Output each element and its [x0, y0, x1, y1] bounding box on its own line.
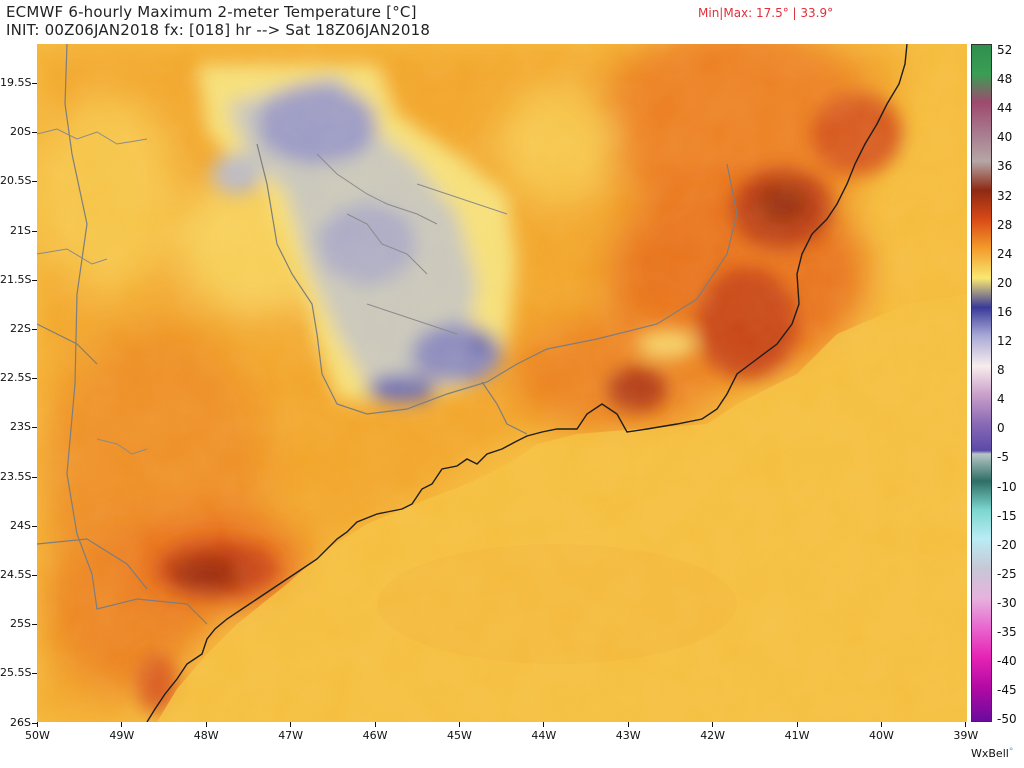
lon-label: 42W — [700, 729, 726, 742]
colorbar-label: 24 — [997, 246, 1013, 261]
credit-logo: WxBell° — [971, 747, 1013, 760]
map-canvas — [37, 44, 967, 722]
lat-tick — [32, 329, 37, 330]
credit-dot: ° — [1008, 747, 1014, 757]
lat-tick — [32, 427, 37, 429]
lat-label: 24.5S — [0, 568, 32, 581]
colorbar-label: 28 — [997, 217, 1013, 232]
lat-label: 19.5S — [0, 76, 32, 89]
lon-tick — [712, 722, 714, 727]
min-max-readout: Min|Max: 17.5° | 33.9° — [698, 6, 834, 20]
lat-label: 23.5S — [0, 469, 32, 483]
lat-tick — [32, 624, 37, 626]
credit-text: WxBell — [971, 747, 1009, 760]
lon-label: 49W — [109, 729, 135, 742]
lon-tick — [796, 722, 798, 727]
lon-label: 50W — [25, 729, 50, 742]
lon-tick — [965, 722, 967, 727]
colorbar-label: 20 — [997, 275, 1013, 290]
lat-tick — [32, 132, 37, 134]
lon-tick — [121, 722, 123, 727]
lat-label: 23S — [10, 420, 31, 434]
lon-label: 41W — [784, 729, 810, 742]
colorbar-label: 12 — [997, 334, 1013, 348]
lat-label: 20S — [10, 125, 31, 139]
lat-tick — [32, 673, 37, 675]
lon-label: 39W — [953, 729, 979, 742]
lon-label: 48W — [193, 729, 219, 742]
lat-label: 20.5S — [0, 174, 32, 188]
colorbar-label: 48 — [997, 72, 1013, 87]
colorbar-label: -15 — [997, 508, 1017, 523]
lat-label: 22S — [10, 322, 31, 335]
temperature-map — [37, 44, 967, 722]
lat-tick — [32, 83, 37, 84]
colorbar-label: -10 — [997, 479, 1017, 494]
lat-label: 25.5S — [0, 666, 32, 680]
colorbar-label: -5 — [997, 450, 1009, 465]
lat-tick — [32, 279, 37, 281]
colorbar-label: 36 — [997, 159, 1013, 174]
lon-tick — [205, 722, 207, 727]
colorbar-label: -45 — [997, 683, 1017, 698]
lon-label: 44W — [531, 729, 557, 742]
lat-label: 21S — [10, 223, 31, 237]
lat-tick — [32, 525, 37, 527]
colorbar-label: 4 — [997, 392, 1005, 407]
colorbar-label: 40 — [997, 130, 1013, 145]
lat-label: 21.5S — [0, 272, 32, 286]
lon-tick — [290, 722, 292, 727]
lat-label: 24S — [10, 518, 31, 532]
colorbar-label: -35 — [997, 625, 1017, 639]
colorbar-label: -50 — [997, 712, 1017, 727]
lon-tick — [881, 722, 882, 727]
lon-label: 47W — [278, 729, 304, 742]
colorbar-label: -20 — [997, 537, 1017, 552]
colorbar-label: 0 — [997, 421, 1005, 436]
colorbar-label: 52 — [997, 43, 1013, 57]
colorbar-label: 16 — [997, 304, 1013, 319]
lon-tick — [627, 722, 629, 727]
lon-label: 45W — [447, 729, 472, 742]
lat-tick — [32, 575, 37, 576]
lon-tick — [543, 722, 545, 727]
state-borders — [37, 44, 738, 625]
map-title: ECMWF 6-hourly Maximum 2-meter Temperatu… — [6, 3, 417, 21]
init-line: INIT: 00Z06JAN2018 fx: [018] hr --> Sat … — [6, 21, 431, 39]
lon-label: 43W — [615, 729, 641, 742]
coastline — [146, 44, 908, 722]
colorbar-label: -30 — [997, 595, 1017, 610]
lon-tick — [374, 722, 376, 727]
lon-label: 46W — [362, 729, 388, 742]
lon-label: 40W — [869, 729, 894, 742]
lat-tick — [32, 722, 37, 724]
texture-overlay — [37, 44, 967, 722]
rivers — [37, 128, 508, 455]
lat-label: 26S — [10, 715, 31, 729]
lat-label: 25S — [10, 617, 31, 631]
lat-label: 22.5S — [0, 371, 32, 385]
lat-tick — [32, 230, 37, 232]
colorbar-label: 8 — [997, 363, 1005, 378]
colorbar-label: 44 — [997, 101, 1013, 116]
lat-tick — [32, 476, 37, 478]
colorbar-label: -40 — [997, 654, 1017, 669]
lon-tick — [459, 722, 460, 727]
colorbar — [971, 44, 992, 722]
lat-tick — [32, 181, 37, 183]
colorbar-label: -25 — [997, 566, 1017, 581]
lat-tick — [32, 378, 37, 380]
lon-tick — [37, 722, 38, 727]
colorbar-label: 32 — [997, 188, 1013, 203]
